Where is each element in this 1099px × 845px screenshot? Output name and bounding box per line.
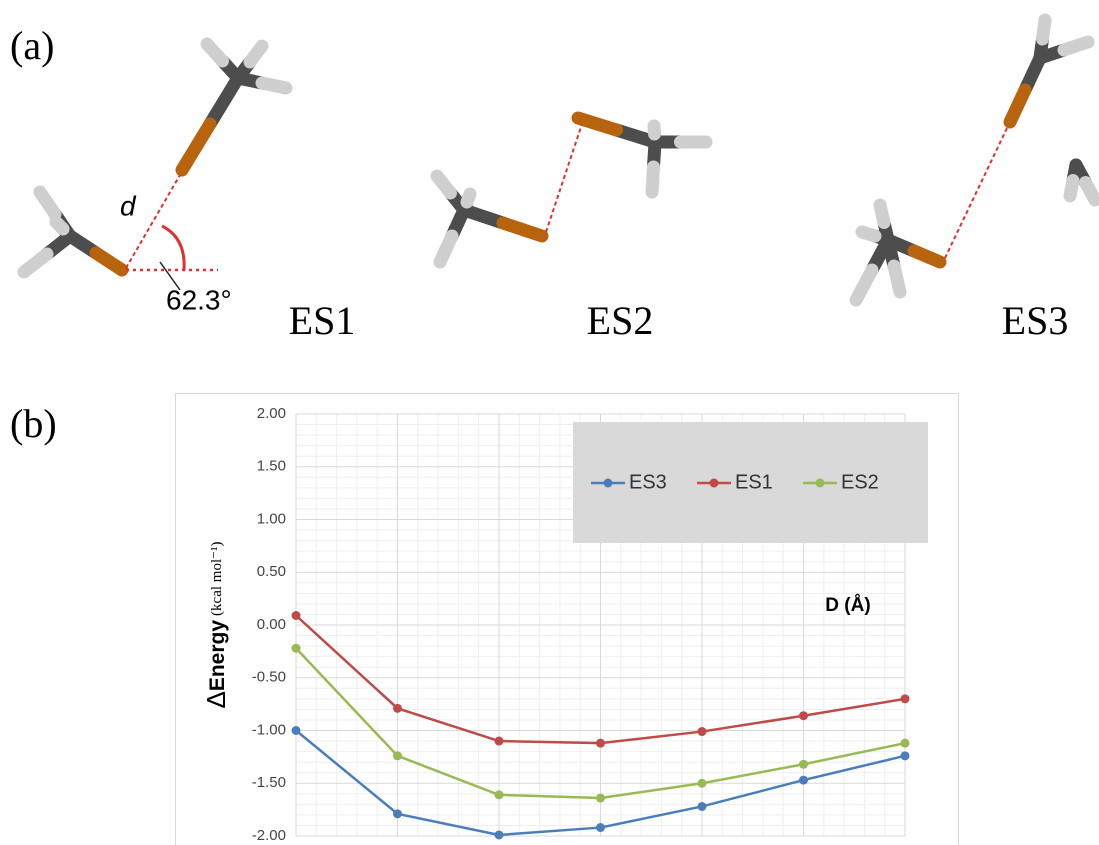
- bond: [182, 124, 210, 170]
- y-tick-label: 0.00: [257, 616, 286, 633]
- bond: [250, 46, 262, 62]
- structure-label: ES1: [289, 298, 356, 343]
- distance-line: [546, 124, 582, 232]
- bond: [654, 126, 655, 134]
- bond: [40, 192, 55, 214]
- bond: [262, 83, 286, 88]
- bond: [1010, 90, 1025, 122]
- data-point: [393, 751, 402, 760]
- legend-marker: [710, 479, 719, 488]
- legend-label: ES2: [841, 471, 879, 493]
- bond: [1086, 183, 1096, 201]
- bond: [652, 167, 654, 192]
- y-axis-title: Energy: [206, 620, 229, 692]
- bond: [467, 194, 470, 202]
- bond: [207, 44, 223, 61]
- axis-annotation: D (Å): [825, 595, 870, 616]
- data-point: [799, 776, 808, 785]
- legend-marker: [604, 479, 613, 488]
- bond: [503, 223, 542, 236]
- angle-label: 62.3°: [166, 284, 232, 315]
- bond: [880, 205, 884, 223]
- bond: [1070, 181, 1073, 197]
- data-point: [596, 794, 605, 803]
- y-tick-label: 1.00: [257, 510, 286, 527]
- structure-label: ES2: [587, 298, 654, 343]
- distance-line: [126, 175, 180, 268]
- y-tick-label: -0.50: [252, 669, 286, 686]
- bond: [1043, 20, 1046, 39]
- bond: [862, 232, 875, 236]
- data-point: [292, 644, 301, 653]
- chart: -2.00 -1.50 -1.00 -0.50 0.00 0.50 1.00 1.50 2.00…: [252, 405, 928, 844]
- data-point: [292, 726, 301, 735]
- bond: [96, 253, 122, 270]
- y-axis-symbol: Δ: [201, 691, 231, 708]
- bond: [440, 236, 452, 262]
- structure-label: ES3: [1002, 298, 1069, 343]
- legend-label: ES1: [735, 471, 773, 493]
- y-tick-label: -2.00: [252, 827, 286, 844]
- bond: [1064, 42, 1088, 50]
- panel-label: (b): [10, 401, 57, 446]
- bond: [856, 270, 872, 300]
- data-point: [495, 737, 504, 746]
- data-point: [901, 739, 910, 748]
- y-tick-label: 0.50: [257, 563, 286, 580]
- data-point: [495, 830, 504, 839]
- y-tick-label: 2.00: [257, 405, 286, 422]
- y-tick-label: 1.50: [257, 458, 286, 475]
- y-tick-label: -1.00: [252, 721, 286, 738]
- bond: [894, 266, 900, 292]
- data-point: [698, 802, 707, 811]
- data-point: [799, 760, 808, 769]
- page: (a) (b) d 62.3° ES1 ES2 ES3 -2.00 -1.50 -1…: [0, 0, 1099, 845]
- data-point: [799, 711, 808, 720]
- figure: (a) (b) d 62.3° ES1 ES2 ES3 -2.00 -1.50 -1…: [0, 0, 1099, 845]
- bond: [24, 254, 47, 272]
- y-axis-label: ΔEnergy (kcal mol⁻¹): [201, 541, 231, 708]
- distance-label: d: [120, 190, 137, 221]
- distance-line: [945, 126, 1008, 258]
- bond: [437, 176, 451, 193]
- bond: [210, 78, 238, 124]
- bond: [914, 251, 940, 262]
- bond: [56, 222, 63, 229]
- data-point: [596, 739, 605, 748]
- data-point: [393, 809, 402, 818]
- legend-label: ES3: [629, 471, 667, 493]
- data-point: [495, 790, 504, 799]
- panel-label: (a): [10, 23, 54, 68]
- data-point: [698, 727, 707, 736]
- bond: [578, 118, 617, 130]
- angle-arc: [162, 226, 184, 270]
- data-point: [393, 704, 402, 713]
- y-axis-unit: (kcal mol⁻¹): [209, 541, 225, 615]
- y-tick-label: -1.50: [252, 774, 286, 791]
- data-point: [698, 779, 707, 788]
- data-point: [596, 823, 605, 832]
- legend-marker: [816, 479, 825, 488]
- data-point: [901, 751, 910, 760]
- data-point: [901, 694, 910, 703]
- data-point: [292, 611, 301, 620]
